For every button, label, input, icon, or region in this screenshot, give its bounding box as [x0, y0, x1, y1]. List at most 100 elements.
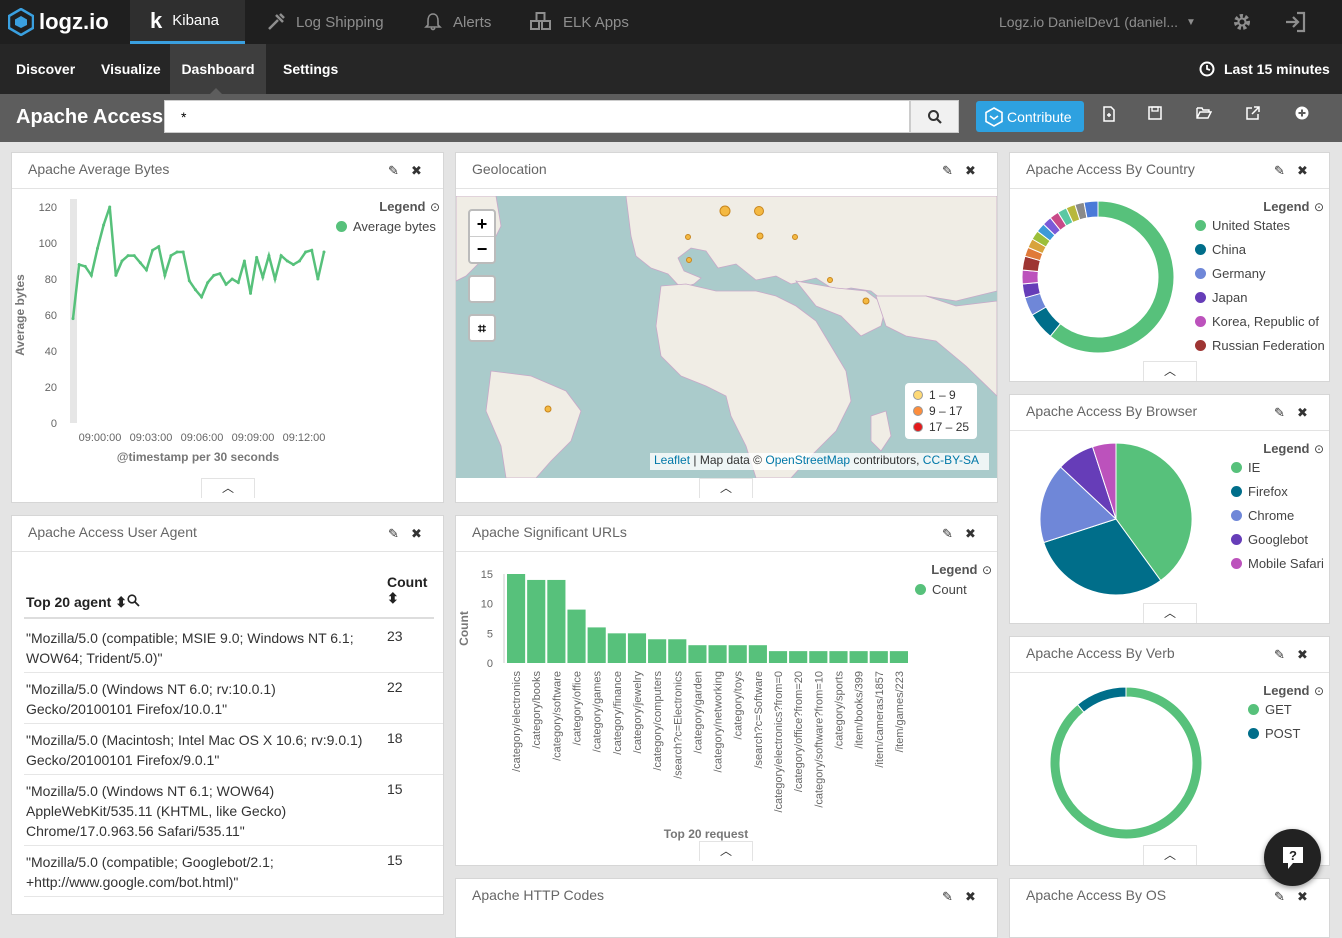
legend-item[interactable]: Googlebot [1231, 527, 1329, 551]
bar[interactable] [688, 645, 707, 663]
bar[interactable] [567, 609, 586, 663]
close-icon[interactable]: ✖ [965, 889, 976, 904]
data-point[interactable] [95, 246, 99, 250]
data-point[interactable] [181, 250, 185, 254]
zoom-in-button[interactable]: + [470, 211, 494, 237]
crop-icon[interactable]: ⌗ [468, 314, 496, 342]
table-row[interactable]: "Mozilla/5.0 (Windows NT 6.0; rv:10.0.1)… [24, 673, 443, 724]
close-icon[interactable]: ✖ [965, 526, 976, 541]
edit-pencil-icon[interactable]: ✎ [1274, 405, 1285, 420]
close-icon[interactable]: ✖ [1297, 647, 1308, 662]
legend-item[interactable]: Japan [1195, 285, 1329, 309]
collapse-chevron-icon[interactable]: ︿ [699, 478, 753, 498]
legend-item[interactable]: Mobile Safari [1231, 551, 1329, 575]
pie-slice[interactable] [1115, 442, 1193, 582]
osm-link[interactable]: OpenStreetMap [765, 453, 851, 467]
edit-pencil-icon[interactable]: ✎ [942, 526, 953, 541]
bar[interactable] [587, 627, 606, 663]
data-point[interactable] [169, 254, 173, 258]
zoom-out-button[interactable]: − [476, 239, 488, 259]
data-point[interactable] [316, 277, 320, 281]
close-icon[interactable]: ✖ [411, 163, 422, 178]
data-point[interactable] [218, 272, 222, 276]
close-icon[interactable]: ✖ [1297, 163, 1308, 178]
legend-item[interactable]: IE [1231, 455, 1329, 479]
data-point[interactable] [310, 248, 314, 252]
bar[interactable] [547, 579, 566, 663]
agent-column-header[interactable]: Top 20 agent ⬍ [26, 594, 140, 611]
close-icon[interactable]: ✖ [1297, 405, 1308, 420]
legend-item[interactable]: Korea, Republic of [1195, 309, 1329, 333]
bar[interactable] [869, 651, 888, 663]
data-point[interactable] [193, 288, 197, 292]
edit-pencil-icon[interactable]: ✎ [388, 163, 399, 178]
data-point[interactable] [206, 281, 210, 285]
data-point[interactable] [108, 205, 112, 209]
share-icon[interactable] [1241, 106, 1265, 130]
bar[interactable] [768, 651, 788, 663]
edit-pencil-icon[interactable]: ✎ [942, 889, 953, 904]
pie-slice[interactable] [1043, 518, 1162, 596]
data-point[interactable] [255, 255, 259, 259]
contribute-button[interactable]: Contribute [976, 101, 1084, 132]
help-chat-button[interactable]: ? [1264, 829, 1321, 886]
tab-alerts[interactable]: Alerts [423, 0, 491, 44]
new-dashboard-icon[interactable] [1097, 106, 1121, 130]
edit-pencil-icon[interactable]: ✎ [1274, 163, 1285, 178]
data-point[interactable] [273, 277, 277, 281]
data-point[interactable] [291, 263, 295, 267]
nav-discover[interactable]: Discover [16, 61, 76, 77]
legend-header[interactable]: Legend ⊙ [1246, 440, 1324, 458]
pie-slice[interactable] [1083, 200, 1099, 219]
data-point[interactable] [242, 259, 246, 263]
collapse-chevron-icon[interactable]: ︿ [1143, 361, 1197, 381]
close-icon[interactable]: ✖ [965, 163, 976, 178]
data-point[interactable] [71, 317, 75, 321]
data-point[interactable] [224, 282, 228, 286]
data-point[interactable] [132, 254, 136, 258]
data-point[interactable] [102, 223, 106, 227]
pie-slice[interactable] [1039, 466, 1117, 544]
nav-settings[interactable]: Settings [283, 61, 339, 77]
data-point[interactable] [230, 277, 234, 281]
count-column-header[interactable]: Count ⬍ [387, 574, 427, 607]
edit-pencil-icon[interactable]: ✎ [1274, 647, 1285, 662]
edit-pencil-icon[interactable]: ✎ [942, 163, 953, 178]
account-menu[interactable]: Logz.io DanielDev1 (daniel... ▼ [999, 0, 1196, 44]
data-point[interactable] [236, 281, 240, 285]
logout-icon[interactable] [1283, 11, 1307, 38]
time-picker[interactable]: Last 15 minutes [1199, 44, 1330, 94]
table-row[interactable]: "Mozilla/5.0 (Macintosh; Intel Mac OS X … [24, 724, 443, 775]
data-point[interactable] [144, 268, 148, 272]
pie-slice[interactable] [1049, 686, 1203, 840]
data-point[interactable] [212, 273, 216, 277]
search-input[interactable] [164, 100, 910, 133]
data-point[interactable] [157, 245, 161, 249]
search-icon[interactable] [127, 594, 140, 607]
data-point[interactable] [83, 264, 87, 268]
legend-item[interactable]: Germany [1195, 261, 1329, 285]
data-point[interactable] [138, 261, 142, 265]
legend-item[interactable]: Count [915, 577, 967, 601]
nav-visualize[interactable]: Visualize [101, 61, 161, 77]
data-point[interactable] [267, 254, 271, 258]
collapse-chevron-icon[interactable]: ︿ [1143, 845, 1197, 865]
data-point[interactable] [279, 254, 283, 258]
close-icon[interactable]: ✖ [1297, 889, 1308, 904]
edit-pencil-icon[interactable]: ✎ [388, 526, 399, 541]
tab-log-shipping[interactable]: Log Shipping [266, 0, 384, 44]
bar[interactable] [789, 651, 808, 663]
legend-item[interactable]: United States [1195, 213, 1329, 237]
close-icon[interactable]: ✖ [411, 526, 422, 541]
data-point[interactable] [200, 295, 204, 299]
table-row[interactable]: "Mozilla/5.0 (compatible; MSIE 9.0; Wind… [24, 622, 443, 673]
legend-item[interactable]: Average bytes [336, 214, 436, 238]
data-point[interactable] [120, 259, 124, 263]
nav-dashboard[interactable]: Dashboard [170, 44, 266, 94]
bar[interactable] [507, 574, 526, 663]
data-point[interactable] [126, 254, 130, 258]
bar[interactable] [708, 645, 727, 663]
data-point[interactable] [77, 263, 81, 267]
pie-slice[interactable] [1091, 442, 1117, 520]
legend-item[interactable]: GET [1248, 697, 1328, 721]
